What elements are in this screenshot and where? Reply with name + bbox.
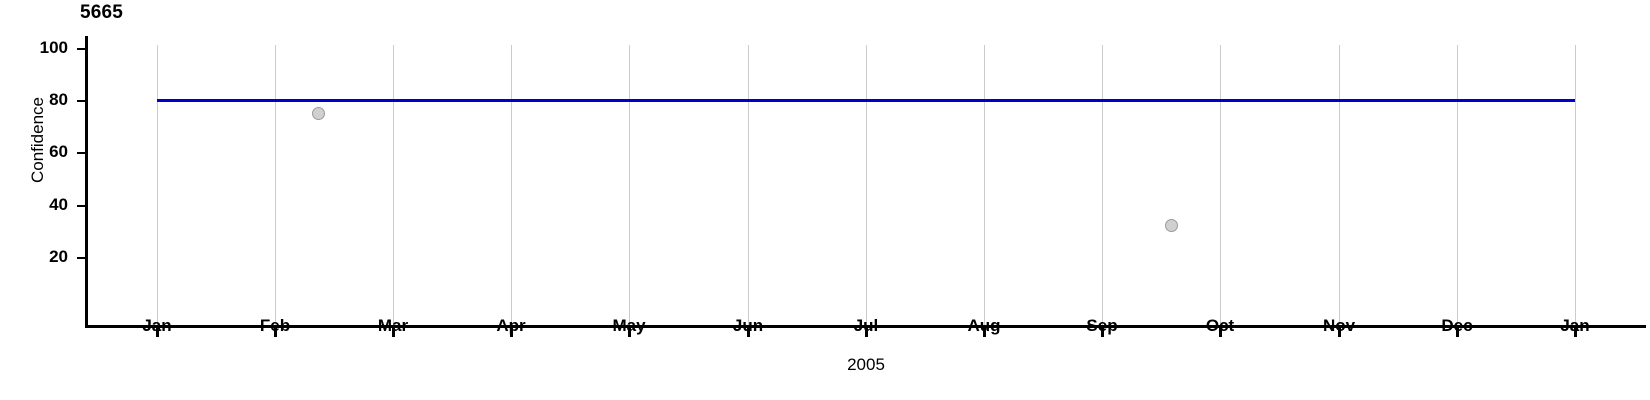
gridline: [748, 45, 749, 325]
data-point-marker[interactable]: [1165, 219, 1178, 232]
x-tick-label: Jul: [853, 316, 879, 335]
gridline: [393, 45, 394, 325]
x-tick-mark: [1338, 328, 1341, 337]
y-tick-label: 100: [39, 38, 68, 57]
x-axis-title: 2005: [847, 355, 885, 374]
gridline: [866, 45, 867, 325]
x-tick-label: Jan: [1560, 316, 1590, 335]
x-tick-mark: [1574, 328, 1577, 337]
data-point-marker[interactable]: [312, 107, 325, 120]
gridline: [1457, 45, 1458, 325]
gridline: [1102, 45, 1103, 325]
gridline: [157, 45, 158, 325]
x-tick-mark: [156, 328, 159, 337]
y-axis-title: Confidence: [28, 97, 47, 184]
y-axis-line: [85, 36, 88, 328]
threshold-line: [157, 99, 1575, 102]
x-tick-label: Jan: [142, 316, 172, 335]
x-tick-label: Mar: [377, 316, 409, 335]
x-tick-label: Dec: [1441, 316, 1473, 335]
gridline: [275, 45, 276, 325]
y-tick-label: 60: [49, 142, 68, 161]
x-tick-mark: [628, 328, 631, 337]
x-tick-mark: [392, 328, 395, 337]
x-tick-mark: [1219, 328, 1222, 337]
gridline: [1575, 45, 1576, 325]
x-tick-mark: [747, 328, 750, 337]
chart-title: 5665: [80, 2, 124, 23]
y-tick-label: 40: [49, 195, 68, 214]
x-tick-mark: [1101, 328, 1104, 337]
x-axis-line: [85, 325, 1646, 328]
x-tick-label: Aug: [967, 316, 1001, 335]
x-tick-mark: [1456, 328, 1459, 337]
gridline: [1220, 45, 1221, 325]
y-tick-label: 20: [49, 247, 68, 266]
y-tick-mark: [77, 205, 85, 207]
y-tick-mark: [77, 48, 85, 50]
y-tick-label: 80: [49, 90, 68, 109]
x-tick-label: Feb: [259, 316, 291, 335]
x-tick-label: May: [612, 316, 646, 335]
x-tick-mark: [510, 328, 513, 337]
x-tick-label: Jun: [732, 316, 764, 335]
x-tick-mark: [865, 328, 868, 337]
gridline: [511, 45, 512, 325]
gridline: [984, 45, 985, 325]
x-tick-mark: [274, 328, 277, 337]
gridline: [1339, 45, 1340, 325]
y-tick-mark: [77, 100, 85, 102]
x-tick-mark: [983, 328, 986, 337]
y-tick-mark: [77, 152, 85, 154]
y-tick-mark: [77, 257, 85, 259]
gridline: [629, 45, 630, 325]
x-tick-label: Nov: [1322, 316, 1356, 335]
x-tick-label: Sep: [1086, 316, 1118, 335]
x-tick-label: Apr: [496, 316, 526, 335]
x-tick-label: Oct: [1205, 316, 1235, 335]
